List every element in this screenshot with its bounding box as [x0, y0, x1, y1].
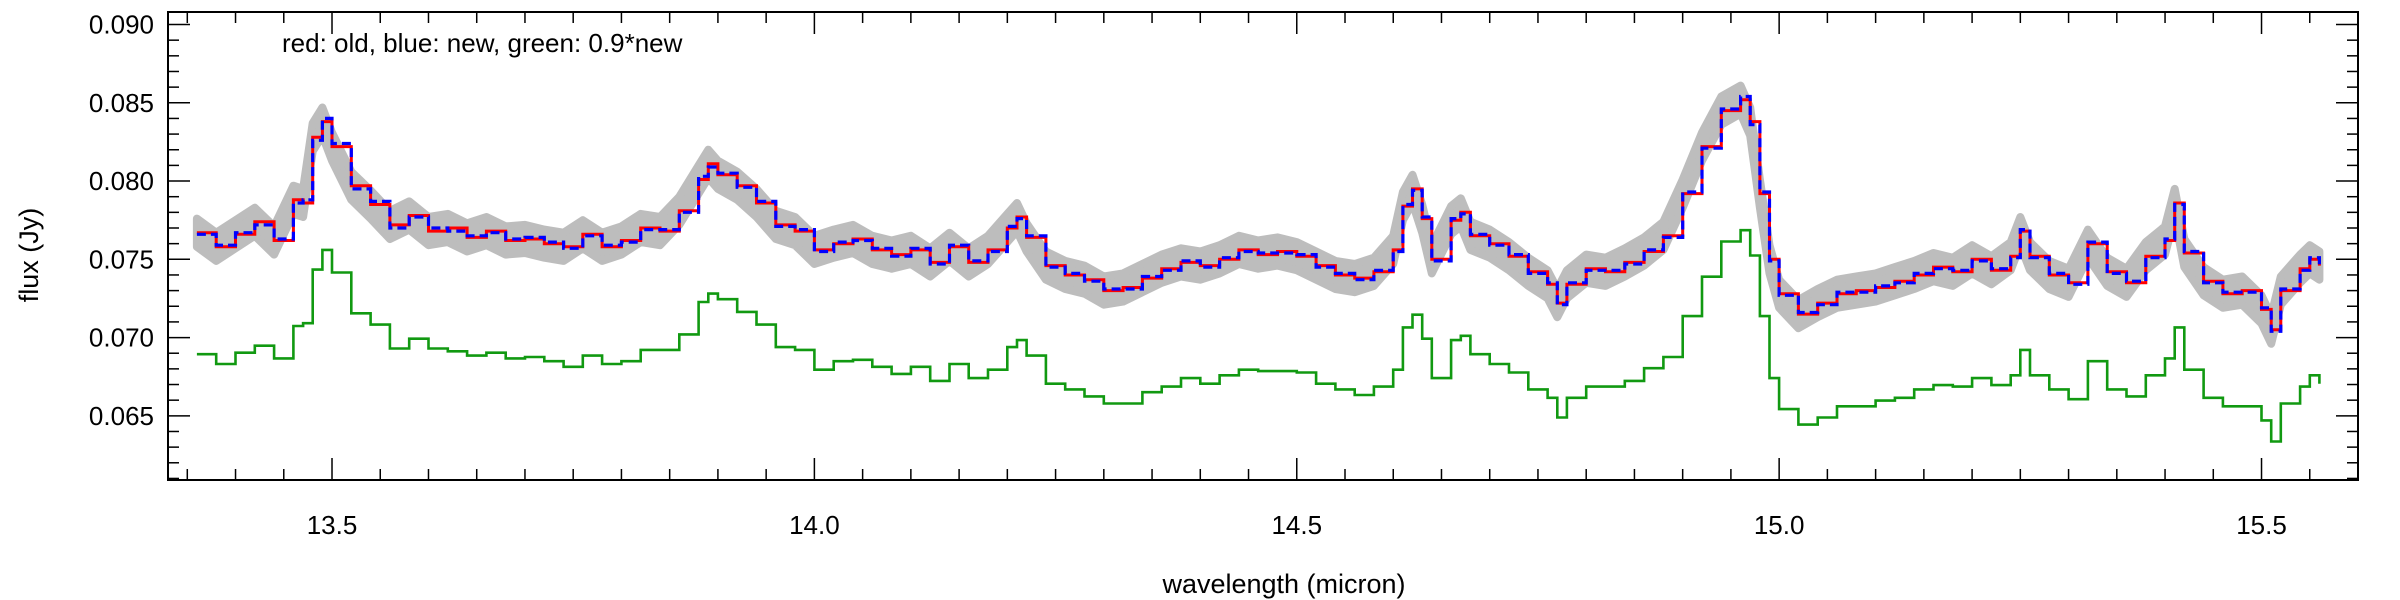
x-tick-label: 15.5	[2236, 510, 2287, 540]
uncertainty-band	[192, 81, 2324, 348]
series-line-0.9-new	[196, 228, 2321, 443]
x-tick-label: 14.5	[1271, 510, 1322, 540]
y-tick-label: 0.075	[89, 244, 154, 274]
y-tick-label: 0.080	[89, 166, 154, 196]
series-group	[196, 94, 2321, 443]
x-tick-label: 15.0	[1754, 510, 1805, 540]
y-tick-label: 0.090	[89, 10, 154, 40]
axes-group: 13.5 14.0 14.5 15.0 15.5 0.065 0.070 0.075 0.080…	[89, 10, 2359, 540]
legend-annotation: red: old, blue: new, green: 0.9*new	[282, 28, 683, 58]
uncertainty-band-group	[192, 81, 2324, 348]
x-tick-label: 13.5	[307, 510, 358, 540]
x-axis-title: wavelength (micron)	[1161, 569, 1405, 599]
y-tick-label: 0.065	[89, 401, 154, 431]
y-tick-label: 0.085	[89, 88, 154, 118]
y-tick-label: 0.070	[89, 323, 154, 353]
series-line-new	[196, 94, 2321, 333]
plot-frame	[167, 11, 2359, 481]
x-tick-label: 14.0	[789, 510, 840, 540]
y-axis-title: flux (Jy)	[14, 208, 44, 303]
